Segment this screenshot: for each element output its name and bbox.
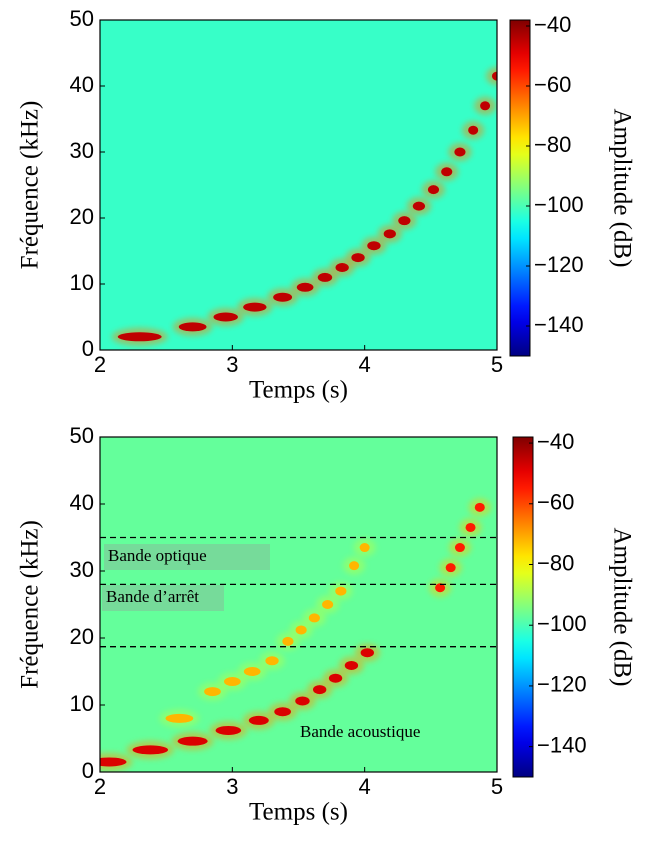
- y-tick-label: 0: [82, 758, 94, 783]
- ridge-point: [243, 302, 267, 312]
- ridge-point: [308, 613, 320, 623]
- ridge-point: [282, 636, 294, 646]
- ridge-point: [215, 725, 242, 735]
- x-axis-label: Temps (s): [249, 799, 348, 826]
- annotation: Bande acoustique: [300, 722, 420, 741]
- ridge-point: [213, 312, 238, 322]
- x-axis-label: Temps (s): [249, 377, 348, 404]
- colorbar-tick-label: −120: [534, 252, 584, 277]
- ridge-point: [248, 715, 269, 725]
- y-tick-label: 0: [82, 336, 94, 361]
- annotation-box: [102, 585, 224, 611]
- ridge-point: [491, 71, 497, 81]
- annotation: Bande d’arrêt: [106, 587, 199, 606]
- y-tick-label: 40: [70, 72, 94, 97]
- y-tick-label: 30: [70, 557, 94, 582]
- ridge-point: [223, 677, 241, 687]
- ridge-point: [295, 696, 310, 706]
- colorbar-tick-label: −80: [534, 132, 571, 157]
- x-tick-label: 3: [226, 774, 238, 799]
- plot-frame: [99, 436, 498, 773]
- y-tick-label: 50: [70, 6, 94, 31]
- ridge-point: [273, 292, 293, 302]
- ridge-point: [177, 736, 208, 746]
- ridge-glow: [486, 67, 497, 86]
- x-tick-label: 2: [94, 352, 106, 377]
- ridge-point: [317, 272, 333, 282]
- ridge-point: [367, 241, 381, 251]
- ridge-point: [204, 687, 221, 697]
- y-tick-label: 50: [70, 423, 94, 448]
- ridge-point: [468, 125, 479, 135]
- ridge-layer: [100, 498, 491, 771]
- colorbar-tick-label: −140: [534, 312, 584, 337]
- x-tick-label: 4: [359, 774, 371, 799]
- ridge-point: [335, 263, 349, 272]
- x-tick-label: 2: [94, 774, 106, 799]
- ridge-point: [335, 586, 347, 596]
- ridge-point: [383, 229, 396, 239]
- colorbar-label: Amplitude (dB): [608, 527, 635, 686]
- colorbar-tick-label: −40: [534, 12, 571, 37]
- y-tick-label: 20: [70, 204, 94, 229]
- ridge-point: [474, 502, 485, 512]
- ridge-point: [178, 322, 207, 332]
- ridge-point: [344, 660, 359, 670]
- y-tick-label: 30: [70, 138, 94, 163]
- y-tick-label: 10: [70, 691, 94, 716]
- colorbar: [512, 436, 534, 778]
- ridge-point: [480, 101, 491, 111]
- ridge-point: [349, 561, 360, 571]
- ridge-point: [322, 600, 334, 609]
- ridge-point: [465, 522, 476, 532]
- ridge-point: [165, 713, 194, 723]
- colorbar-tick-label: −80: [537, 550, 574, 575]
- colorbar-label: Amplitude (dB): [608, 108, 635, 267]
- x-tick-label: 5: [491, 352, 503, 377]
- y-axis-label: Fréquence (kHz): [17, 101, 44, 270]
- colorbar-tick-label: −100: [537, 611, 587, 636]
- ridge-point: [360, 648, 374, 658]
- ridge-point: [296, 282, 314, 292]
- y-axis-label: Fréquence (kHz): [17, 520, 44, 689]
- ridge-point: [295, 625, 307, 635]
- y-tick-label: 20: [70, 624, 94, 649]
- ridge-point: [265, 656, 279, 666]
- ridge-point: [274, 707, 291, 717]
- ridge-layer: [111, 67, 497, 346]
- ridge-point: [313, 685, 327, 695]
- colorbar-tick-label: −120: [537, 672, 587, 697]
- colorbar-tick-label: −100: [534, 192, 584, 217]
- ridge-point: [132, 745, 169, 755]
- ridge-point: [398, 216, 411, 226]
- annotation: Bande optique: [108, 546, 207, 565]
- ridge-point: [454, 543, 465, 553]
- ridge-point: [412, 201, 426, 211]
- ridge-point: [454, 147, 466, 157]
- ridge-point: [427, 185, 440, 195]
- ridge-point: [328, 673, 343, 683]
- ridge-point: [117, 332, 162, 342]
- plot-frame: [99, 19, 498, 351]
- colorbar-tick-label: −60: [537, 490, 574, 515]
- ridge-point: [435, 583, 446, 593]
- colorbar-tick-label: −140: [537, 732, 587, 757]
- x-tick-label: 4: [359, 352, 371, 377]
- x-tick-label: 5: [491, 774, 503, 799]
- colorbar: [509, 19, 531, 357]
- ridge-point: [100, 757, 127, 767]
- ridge-point: [359, 543, 370, 553]
- annotation-box: [104, 544, 270, 570]
- ridge-point: [351, 253, 365, 263]
- ridge-point: [243, 667, 261, 676]
- ridge-point: [445, 563, 456, 573]
- colorbar-tick-label: −60: [534, 72, 571, 97]
- x-tick-label: 3: [226, 352, 238, 377]
- ridge-point: [441, 167, 453, 177]
- y-tick-label: 40: [70, 490, 94, 515]
- colorbar-tick-label: −40: [537, 429, 574, 454]
- y-tick-label: 10: [70, 270, 94, 295]
